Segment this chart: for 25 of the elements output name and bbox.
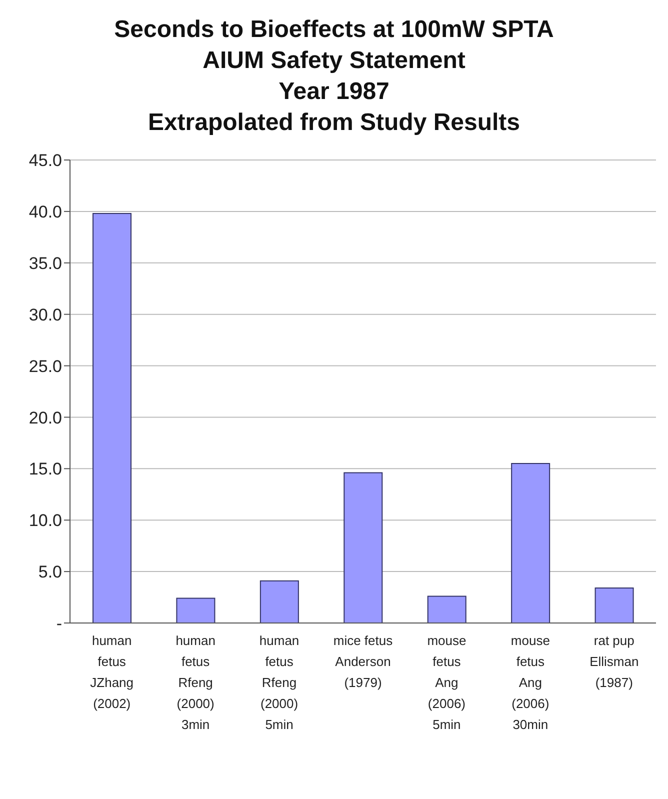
x-tick-label: human fetus JZhang (2002) — [90, 633, 134, 711]
y-tick-label: 40.0 — [28, 202, 62, 222]
x-tick-label: mouse fetus Ang (2006) 30min — [510, 633, 550, 732]
x-tick-label: rat pup Ellisman (1987) — [590, 633, 639, 690]
bar — [176, 598, 216, 623]
bar — [427, 596, 466, 623]
y-tick-label: 45.0 — [28, 151, 62, 170]
y-tick-label: 15.0 — [28, 460, 62, 479]
y-tick-label: 20.0 — [28, 408, 62, 428]
bar — [511, 463, 550, 623]
bar — [260, 580, 299, 623]
x-tick-label: mouse fetus Ang (2006) 5min — [427, 633, 466, 732]
bar — [92, 213, 132, 623]
bar — [594, 588, 634, 623]
y-tick-label: - — [56, 614, 62, 634]
x-tick-label: mice fetus Anderson (1979) — [333, 633, 394, 690]
x-tick-label: human fetus Rfeng (2000) 3min — [176, 633, 216, 732]
y-tick-label: 35.0 — [28, 254, 62, 273]
y-tick-label: 30.0 — [28, 305, 62, 324]
y-tick-label: 10.0 — [28, 511, 62, 530]
y-tick-label: 25.0 — [28, 356, 62, 376]
x-tick-label: human fetus Rfeng (2000) 5min — [259, 633, 300, 732]
y-tick-label: 5.0 — [38, 562, 62, 582]
bar — [344, 472, 383, 623]
chart-title: Seconds to Bioeffects at 100mW SPTA AIUM Safety Statement Year 1987 Extrapolated from Study Results — [113, 15, 555, 138]
